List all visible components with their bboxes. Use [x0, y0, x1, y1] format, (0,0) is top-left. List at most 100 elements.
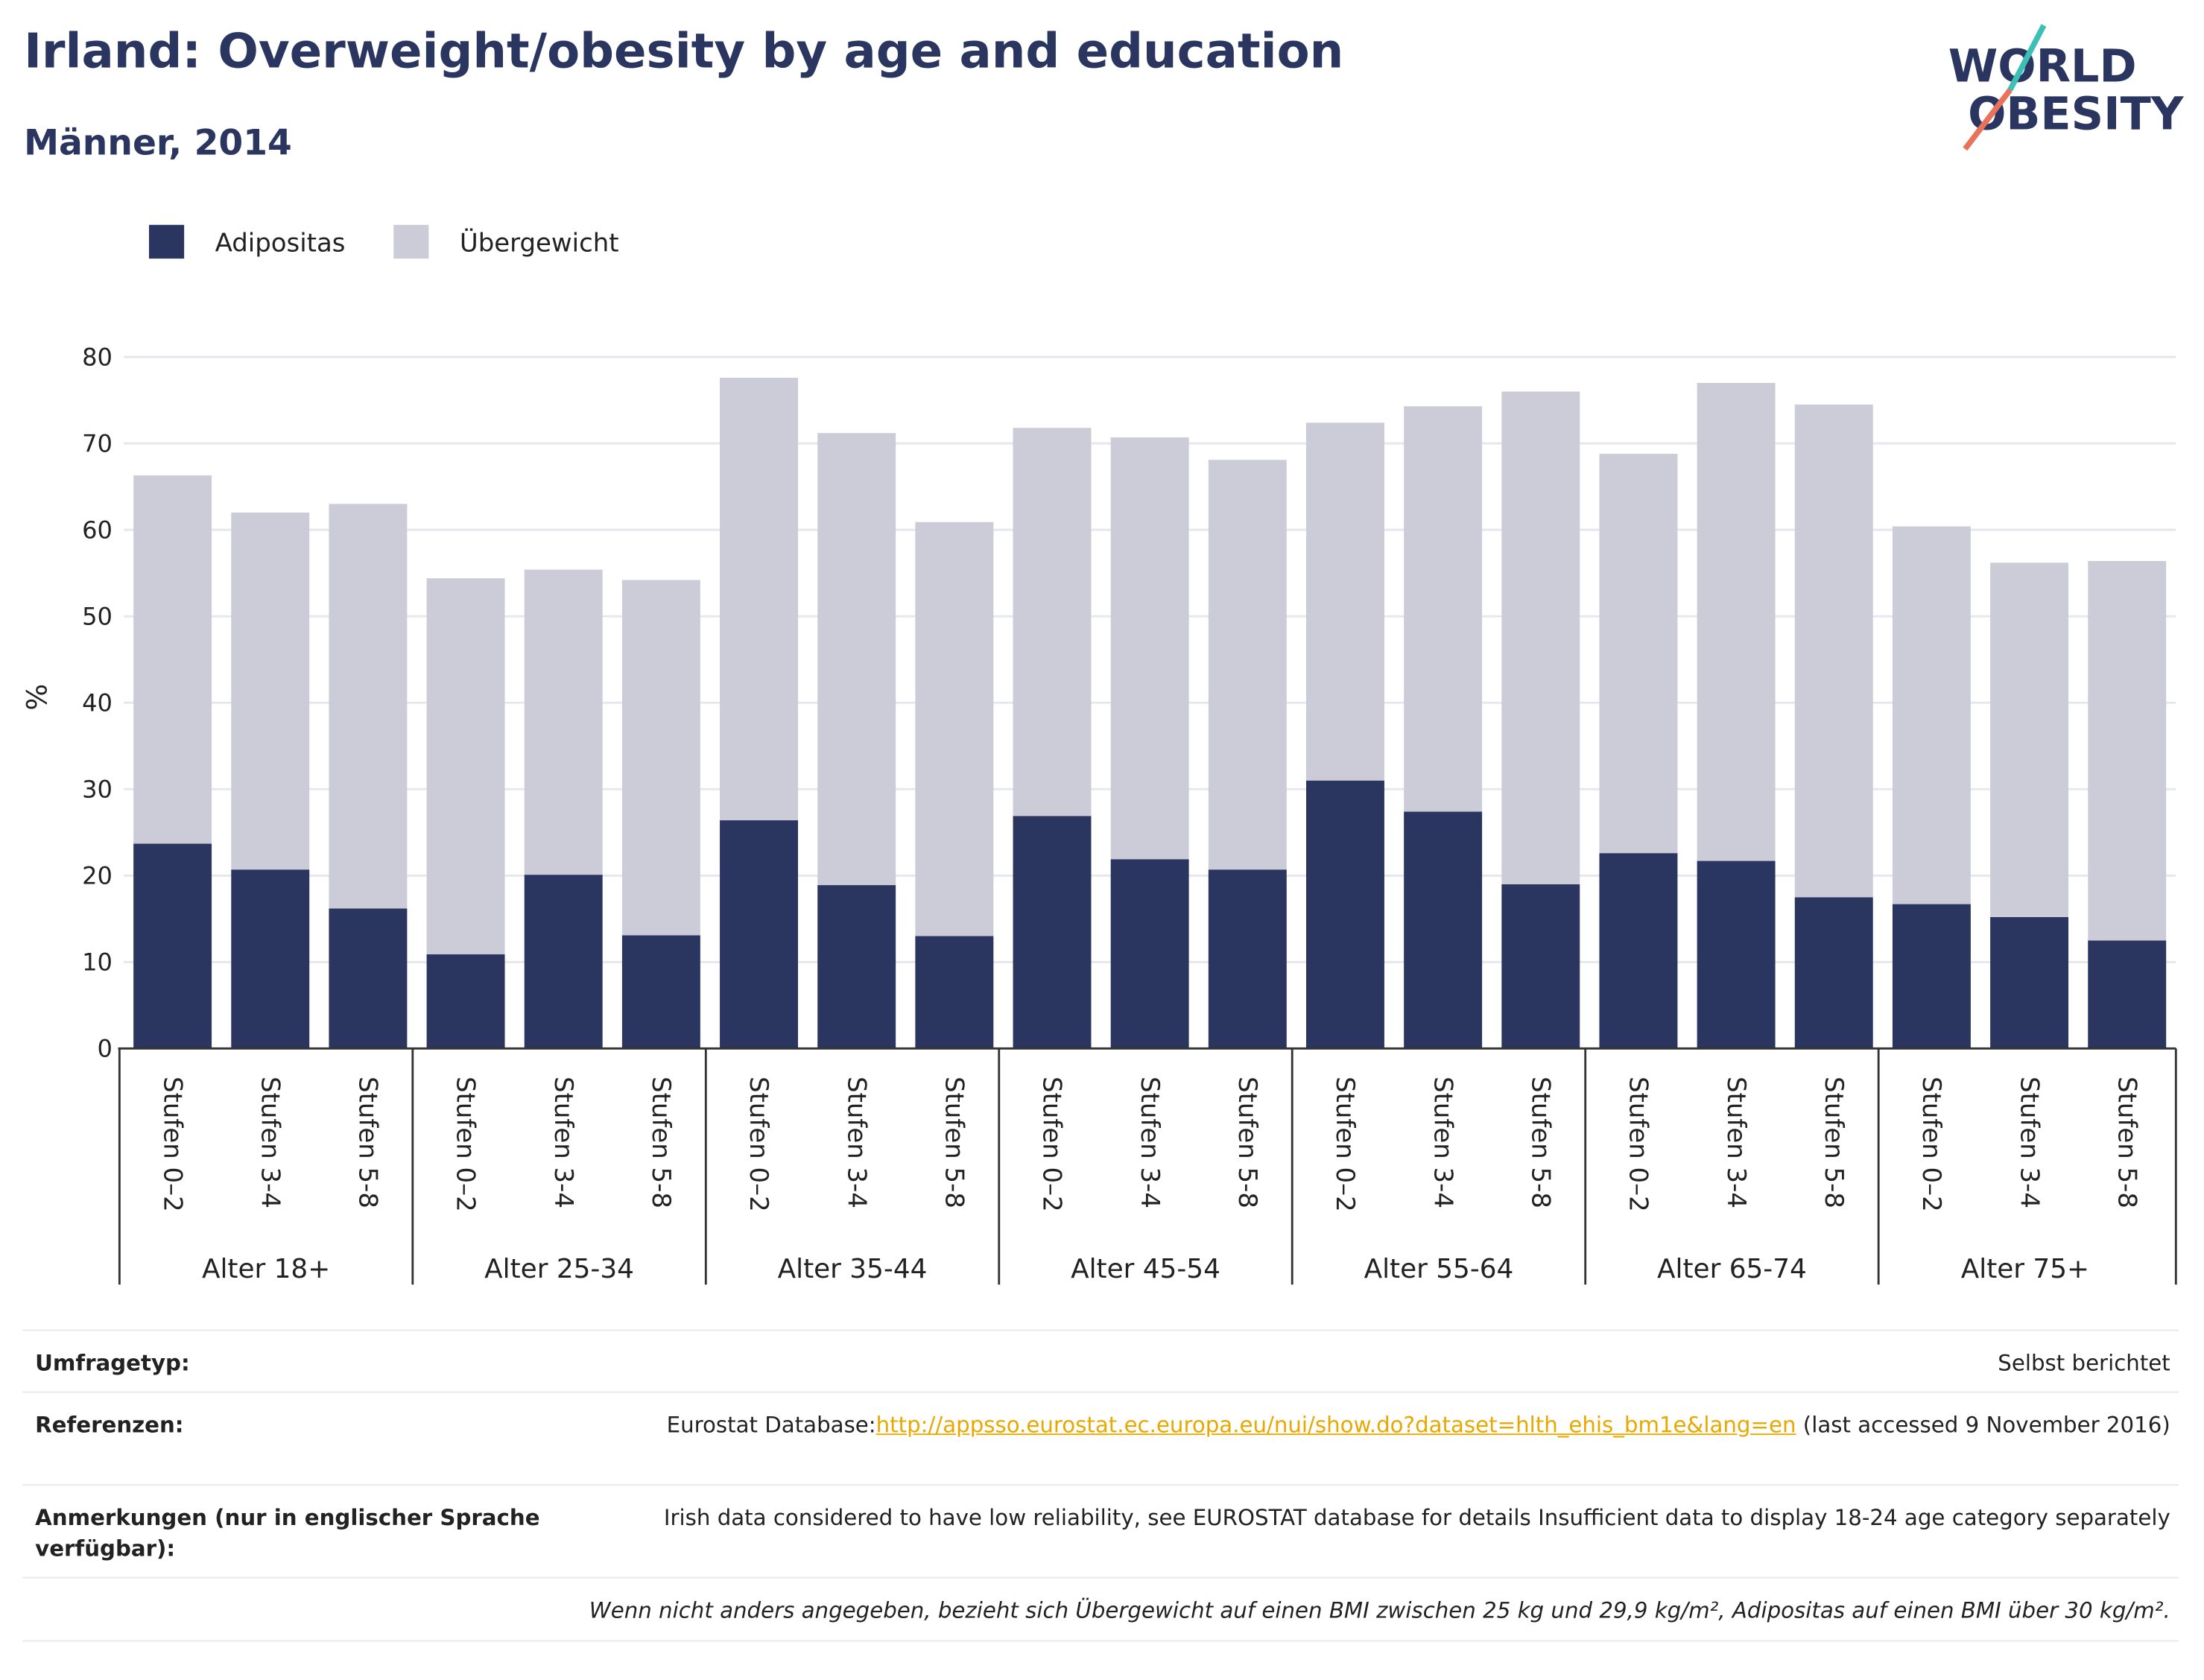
- x-tick-label: Stufen 0–2: [1916, 1077, 1946, 1212]
- y-tick-label: 30: [82, 776, 113, 804]
- footer-row: Wenn nicht anders angegeben, bezieht sic…: [22, 1576, 2179, 1642]
- x-tick-label: Stufen 0–2: [1330, 1077, 1360, 1212]
- legend-label: Übergewicht: [460, 228, 619, 259]
- ref-text: (last accessed 9 November 2016): [1796, 1412, 2170, 1438]
- bar-segment: [2088, 560, 2167, 941]
- x-tick-label: Stufen 0–2: [451, 1077, 481, 1212]
- x-tick-label: Stufen 5-8: [646, 1077, 676, 1208]
- bar-segment: [915, 522, 994, 936]
- bar-segment: [720, 820, 798, 1049]
- bar-segment: [524, 569, 603, 875]
- bar-segment: [231, 869, 310, 1049]
- bar-segment: [231, 513, 310, 870]
- bar-segment: [1404, 811, 1483, 1049]
- x-tick-label: Stufen 0–2: [1624, 1077, 1653, 1212]
- bar-segment: [1208, 869, 1287, 1049]
- logo-slash: [2007, 24, 2047, 92]
- legend-swatch: [393, 224, 429, 259]
- x-tick-label: Stufen 5-8: [1232, 1077, 1262, 1208]
- bar-segment: [621, 580, 700, 936]
- group-label: Alter 35-44: [778, 1254, 928, 1284]
- chart-subtitle: Männer, 2014: [24, 123, 292, 164]
- bar-segment: [329, 504, 408, 909]
- chart: Irland: Overweight/obesity by age and ed…: [20, 24, 2185, 1285]
- y-tick-label: 50: [82, 603, 113, 631]
- y-tick-label: 80: [82, 343, 113, 371]
- bar-segment: [524, 875, 603, 1049]
- bar-segment: [2088, 940, 2167, 1049]
- bar-segment: [1892, 526, 1971, 904]
- group-label: Alter 75+: [1961, 1254, 2089, 1284]
- x-tick-label: Stufen 5-8: [940, 1077, 969, 1208]
- x-tick-label: Stufen 3-4: [548, 1077, 578, 1208]
- x-tick-label: Stufen 3-4: [1721, 1077, 1751, 1208]
- bar-segment: [720, 378, 798, 821]
- legend-label: Adipositas: [215, 229, 346, 259]
- bar-segment: [1306, 780, 1384, 1049]
- group-label: Alter 55-64: [1364, 1254, 1514, 1284]
- bar-segment: [1013, 428, 1092, 817]
- bar-segment: [426, 954, 505, 1049]
- row-value: Irish data considered to have low reliab…: [663, 1505, 2170, 1531]
- x-tick-label: Stufen 3-4: [841, 1077, 871, 1208]
- bar-segment: [1990, 916, 2069, 1049]
- x-tick-label: Stufen 3-4: [255, 1077, 285, 1208]
- x-tick-label: Stufen 5-8: [1525, 1077, 1555, 1208]
- x-tick-label: Stufen 5-8: [353, 1077, 383, 1208]
- bar-segment: [133, 843, 212, 1049]
- group-label: Alter 45-54: [1071, 1254, 1220, 1284]
- bar-segment: [1794, 897, 1873, 1049]
- bar-segment: [915, 936, 994, 1049]
- row-label: Referenzen:: [35, 1412, 184, 1438]
- x-tick-label: Stufen 3-4: [2014, 1077, 2044, 1208]
- x-tick-label: Stufen 0–2: [744, 1077, 773, 1212]
- bar-segment: [1501, 884, 1580, 1049]
- bar-segment: [1208, 460, 1287, 870]
- x-tick-label: Stufen 3-4: [1135, 1077, 1165, 1208]
- bar-segment: [1697, 860, 1776, 1049]
- bar-segment: [1794, 404, 1873, 898]
- bar-segment: [1892, 904, 1971, 1049]
- x-tick-label: Stufen 5-8: [1819, 1077, 1849, 1208]
- bar-segment: [133, 475, 212, 844]
- chart-title: Irland: Overweight/obesity by age and ed…: [24, 24, 1343, 80]
- x-tick-label: Stufen 5-8: [2112, 1077, 2141, 1208]
- ref-link[interactable]: http://appsso.eurostat.ec.europa.eu/nui/…: [875, 1412, 1796, 1438]
- bar-segment: [1404, 406, 1483, 812]
- logo-text: WORLD: [1948, 40, 2137, 92]
- y-tick-label: 10: [82, 948, 113, 977]
- bar-segment: [1306, 422, 1384, 781]
- legend-swatch: [148, 224, 185, 259]
- bar-segment: [817, 433, 896, 886]
- row-value: Eurostat Database:http://appsso.eurostat…: [624, 1410, 2170, 1441]
- group-label: Alter 65-74: [1657, 1254, 1807, 1284]
- y-tick-label: 0: [98, 1035, 113, 1063]
- y-tick-label: 20: [82, 862, 113, 890]
- bar-segment: [1697, 382, 1776, 861]
- row-label: Anmerkungen (nur in englischer Sprache v…: [35, 1505, 540, 1562]
- bar-segment: [1501, 391, 1580, 884]
- bar-segment: [329, 908, 408, 1049]
- y-tick-label: 70: [82, 430, 113, 458]
- bar-segment: [1599, 454, 1678, 854]
- logo-slash: [1963, 88, 2013, 151]
- y-tick-label: 60: [82, 516, 113, 545]
- bar-segment: [1599, 853, 1678, 1049]
- footer-row: Referenzen: Eurostat Database:http://app…: [22, 1391, 2179, 1486]
- bar-segment: [426, 578, 505, 954]
- row-label: Umfragetyp:: [35, 1350, 190, 1376]
- footnote: Wenn nicht anders angegeben, bezieht sic…: [589, 1597, 2170, 1623]
- y-tick-label: 40: [82, 689, 113, 717]
- x-tick-label: Stufen 3-4: [1428, 1077, 1457, 1208]
- footer-row: Umfragetyp: Selbst berichtet: [22, 1329, 2179, 1393]
- x-tick-label: Stufen 0–2: [1037, 1077, 1067, 1212]
- bar-segment: [1990, 562, 2069, 917]
- logo-text: OBESITY: [1968, 89, 2185, 141]
- bar-segment: [1110, 437, 1189, 860]
- row-value: Selbst berichtet: [1998, 1350, 2170, 1376]
- bar-segment: [817, 885, 896, 1049]
- bar-segment: [1013, 816, 1092, 1049]
- x-tick-label: Stufen 0–2: [157, 1077, 187, 1212]
